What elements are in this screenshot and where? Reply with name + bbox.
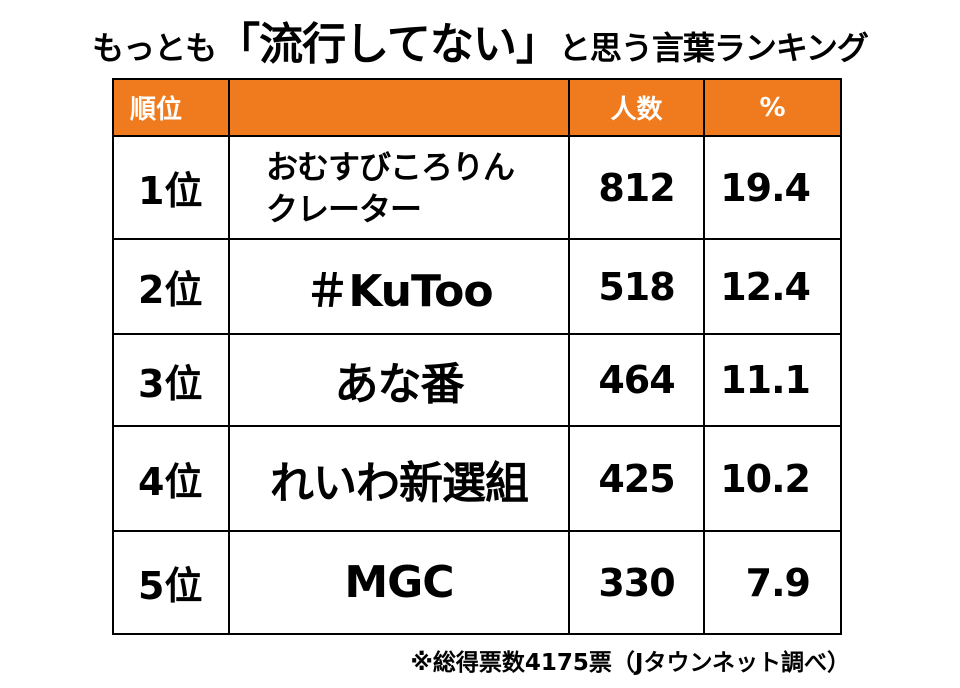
footnote: ※総得票数4175票（Jタウンネット調べ） (410, 650, 850, 676)
percent-cell: 10.2 (703, 425, 842, 532)
count-cell: 330 (568, 530, 705, 635)
title-part: 「流行してない」 (216, 19, 560, 70)
percent-cell: 7.9 (703, 530, 842, 635)
title-part: もっとも (92, 29, 217, 67)
word-cell: MGC (228, 530, 570, 635)
table-row: 5位 MGC 330 7.9 (112, 530, 842, 635)
word-cell: おむすびころりん クレーター (228, 135, 570, 240)
ranking-table: 順位 人数 % 1位 おむすびころりん クレーター 812 19.4 2位 ＃KuToo 51… (112, 78, 842, 635)
rank-cell: 1位 (112, 135, 230, 240)
rank-cell: 3位 (112, 333, 230, 427)
table-row: 2位 ＃KuToo 518 12.4 (112, 238, 842, 335)
count-cell: 812 (568, 135, 705, 240)
title: もっとも「流行してない」と思う言葉ランキング (0, 8, 960, 72)
count-cell: 518 (568, 238, 705, 335)
table-row: 3位 あな番 464 11.1 (112, 333, 842, 427)
rank-cell: 5位 (112, 530, 230, 635)
header-cell: 順位 (112, 78, 230, 137)
word-line: おむすびころりん (266, 147, 515, 186)
percent-cell: 19.4 (703, 135, 842, 240)
word-line: クレーター (266, 189, 422, 228)
rank-cell: 2位 (112, 238, 230, 335)
count-cell: 464 (568, 333, 705, 427)
word-cell: ＃KuToo (228, 238, 570, 335)
percent-cell: 11.1 (703, 333, 842, 427)
word-cell: あな番 (228, 333, 570, 427)
table-row: 4位 れいわ新選組 425 10.2 (112, 425, 842, 532)
count-cell: 425 (568, 425, 705, 532)
header-row: 順位 人数 % (112, 78, 842, 137)
table-row: 1位 おむすびころりん クレーター 812 19.4 (112, 135, 842, 240)
title-part: と思う言葉ランキング (558, 29, 869, 67)
percent-cell: 12.4 (703, 238, 842, 335)
word-cell: れいわ新選組 (228, 425, 570, 532)
header-cell: % (703, 78, 842, 137)
header-cell (228, 78, 570, 137)
rank-cell: 4位 (112, 425, 230, 532)
header-cell: 人数 (568, 78, 705, 137)
